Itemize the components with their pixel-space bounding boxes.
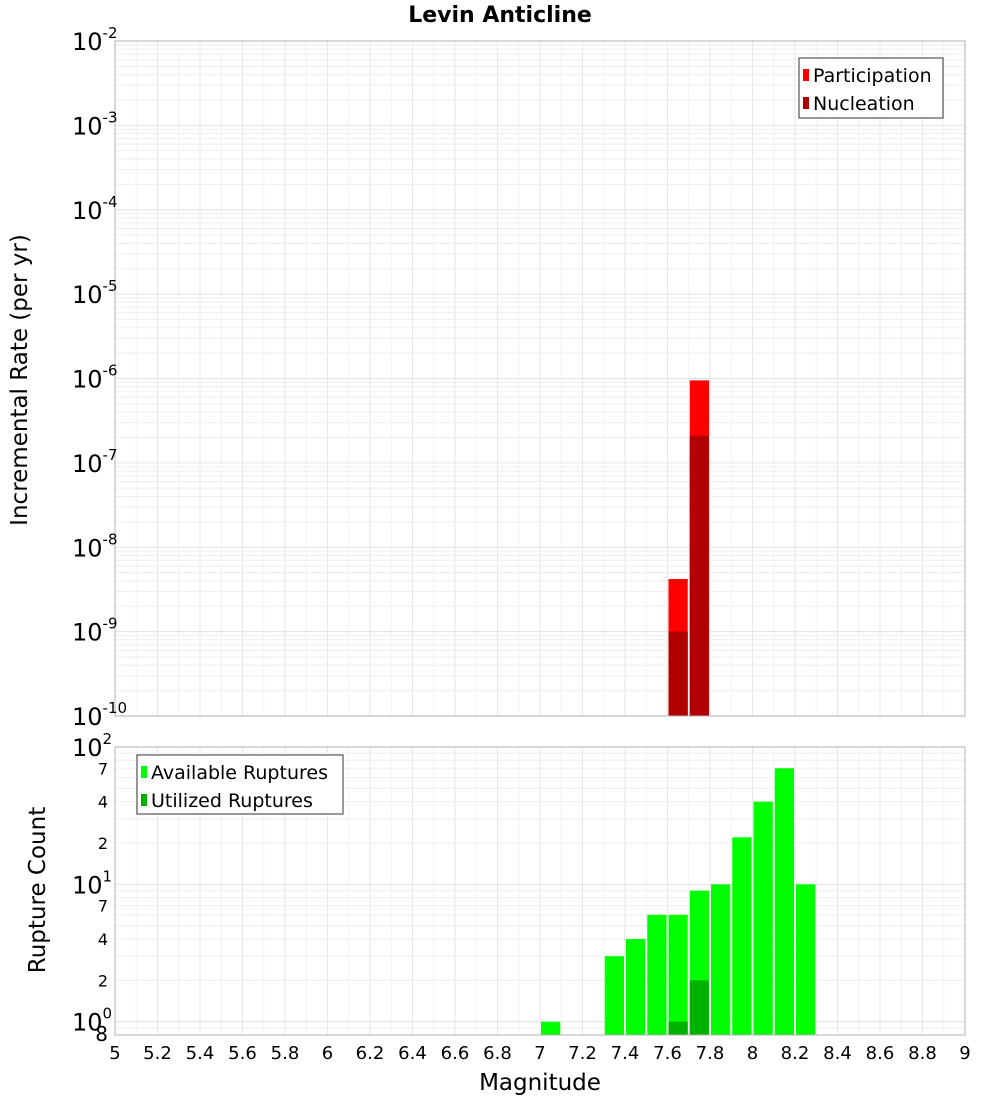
bottom-legend-label: Utilized Ruptures	[151, 790, 313, 812]
x-tick-label: 5.6	[228, 1043, 257, 1064]
top-legend-swatch	[803, 69, 809, 81]
top-legend-label: Participation	[813, 65, 932, 87]
bottom-y-tick-label-minor: 7	[98, 897, 108, 916]
chart-title: Levin Anticline	[408, 3, 592, 28]
bottom-bar-available-ruptures	[753, 801, 773, 1035]
top-bars	[668, 380, 709, 716]
top-bar-nucleation	[668, 631, 688, 716]
x-tick-label: 5	[109, 1043, 120, 1064]
top-legend-box	[798, 57, 944, 119]
top-y-tick-label: 10-8	[72, 530, 118, 562]
x-tick-label: 7.2	[568, 1043, 597, 1064]
bottom-bar-available-ruptures	[626, 939, 646, 1035]
x-tick-label: 6.6	[441, 1043, 470, 1064]
top-grid	[114, 41, 966, 717]
bottom-y-tick-label-minor: 2	[98, 971, 108, 990]
bottom-legend	[136, 754, 344, 815]
top-y-axis-label: Incremental Rate (per yr)	[7, 234, 33, 526]
top-plot-frame	[114, 40, 966, 717]
bottom-y-tick-label-major: 101	[72, 867, 112, 899]
bottom-bars	[541, 768, 816, 1035]
top-y-tick-label: 10-5	[72, 277, 118, 309]
x-tick-label: 6.4	[398, 1043, 427, 1064]
x-tick-label: 6.2	[356, 1043, 385, 1064]
bottom-legend-swatch	[141, 766, 147, 778]
bottom-legend-label: Available Ruptures	[151, 762, 328, 784]
bottom-bar-available-ruptures	[541, 1021, 561, 1035]
x-tick-label: 5.8	[271, 1043, 300, 1064]
bottom-y-tick-label-major: 100	[72, 1005, 112, 1037]
bottom-bar-available-ruptures	[668, 914, 688, 1035]
x-tick-label: 7.6	[653, 1043, 682, 1064]
x-tick-label: 8	[747, 1043, 758, 1064]
top-y-tick-label: 10-10	[72, 699, 127, 731]
bottom-y-tick-label-minor: 4	[98, 930, 108, 949]
bottom-y-tick-label-major: 102	[72, 730, 112, 762]
x-tick-label: 5.2	[143, 1043, 172, 1064]
bottom-y-tick-label-minor: 8	[95, 1022, 108, 1046]
bottom-y-tick-label-minor: 7	[98, 759, 108, 778]
top-legend-swatch	[803, 97, 809, 109]
x-axis-label: Magnitude	[479, 1070, 601, 1096]
bottom-y-axis-label: Rupture Count	[25, 807, 51, 973]
x-tick-label: 7.8	[696, 1043, 725, 1064]
top-y-tick-label: 10-9	[72, 615, 118, 647]
x-tick-label: 6.8	[483, 1043, 512, 1064]
bottom-bar-available-ruptures	[647, 914, 667, 1035]
x-tick-label: 6	[322, 1043, 333, 1064]
x-tick-label: 7	[534, 1043, 545, 1064]
top-y-tick-label: 10-7	[72, 446, 118, 478]
bottom-legend-box	[136, 754, 344, 815]
x-tick-label: 9	[959, 1043, 970, 1064]
bottom-plot-frame	[114, 746, 966, 1036]
x-tick-label: 5.4	[186, 1043, 215, 1064]
x-tick-label: 8.6	[866, 1043, 895, 1064]
bottom-y-tick-label-minor: 4	[98, 793, 108, 812]
bottom-bar-available-ruptures	[774, 768, 794, 1035]
top-y-tick-label: 10-4	[72, 193, 118, 225]
bottom-y-tick-label-minor: 2	[98, 834, 108, 853]
top-bar-nucleation	[689, 435, 709, 716]
top-y-tick-label: 10-2	[72, 24, 118, 56]
top-legend-label: Nucleation	[813, 93, 915, 115]
top-y-tick-label: 10-6	[72, 362, 118, 394]
bottom-bar-available-ruptures	[732, 837, 752, 1035]
x-tick-label: 8.4	[823, 1043, 852, 1064]
bottom-bar-utilized-ruptures	[689, 980, 709, 1035]
x-tick-label: 7.4	[611, 1043, 640, 1064]
bottom-bar-available-ruptures	[796, 884, 816, 1035]
top-legend	[798, 57, 944, 119]
bottom-bar-available-ruptures	[604, 956, 624, 1035]
bottom-bar-utilized-ruptures	[668, 1021, 688, 1035]
x-tick-label: 8.8	[908, 1043, 937, 1064]
x-tick-label: 8.2	[781, 1043, 810, 1064]
bottom-legend-swatch	[141, 794, 147, 806]
top-y-tick-label: 10-3	[72, 108, 118, 140]
bottom-bar-available-ruptures	[711, 884, 731, 1035]
